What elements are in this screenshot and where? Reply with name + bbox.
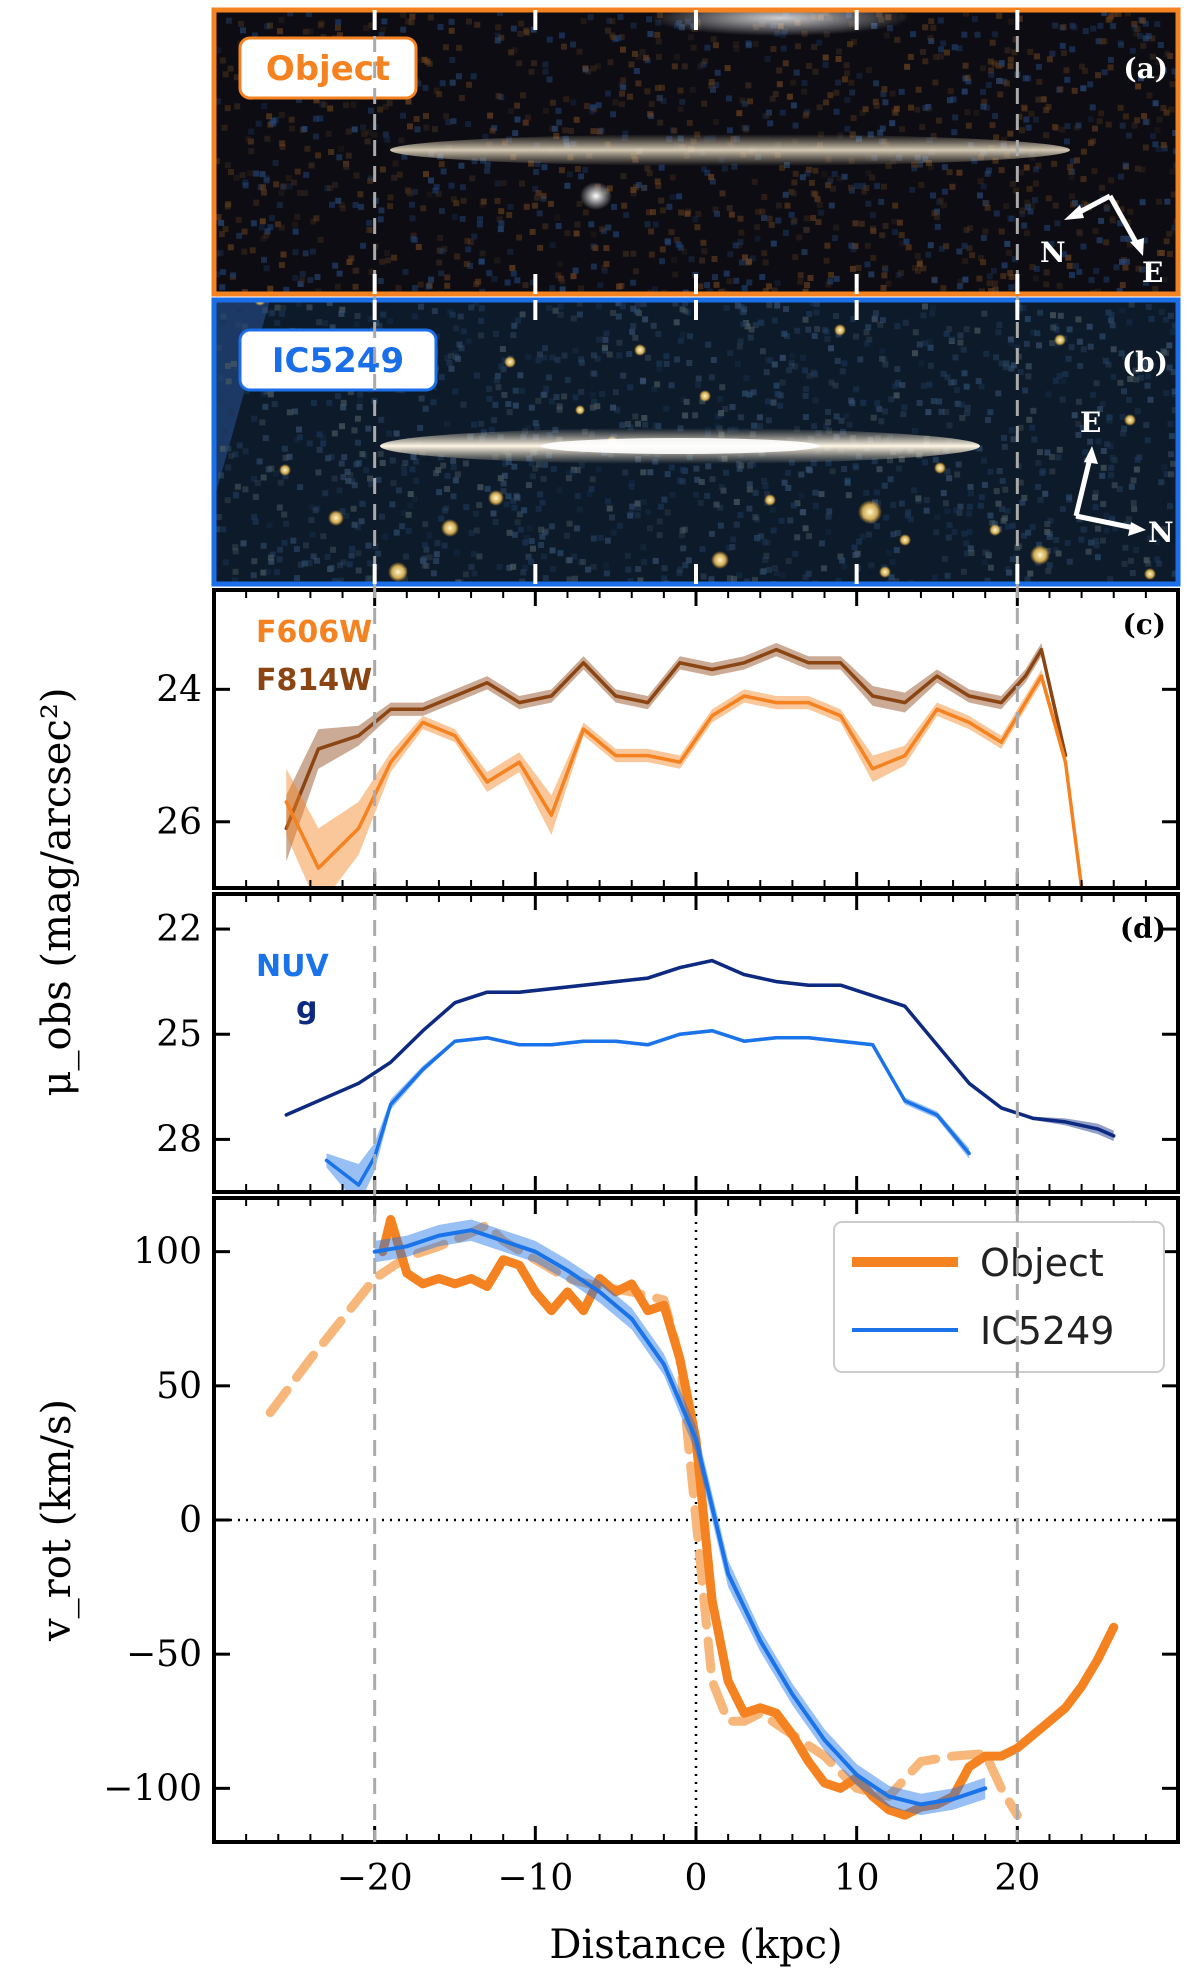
f814w-error-band bbox=[286, 642, 1066, 862]
f814w-line bbox=[284, 647, 1068, 831]
panel-b-star bbox=[1030, 545, 1050, 565]
y-tick-label: 100 bbox=[133, 1232, 202, 1273]
panel-a-star bbox=[580, 182, 612, 210]
y-tick-label: 22 bbox=[156, 909, 202, 950]
panel-b-star bbox=[711, 551, 729, 569]
nuv-line bbox=[324, 1028, 971, 1187]
panel-b-star bbox=[488, 490, 504, 506]
panel-b-star bbox=[279, 464, 291, 476]
y-tick-label: 24 bbox=[156, 669, 202, 710]
y-tick-label: 25 bbox=[156, 1014, 202, 1055]
guide-lines bbox=[372, 10, 1020, 1842]
panel-b-star bbox=[764, 494, 776, 506]
x-axis-title: Distance (kpc) bbox=[549, 1922, 842, 1968]
panel-d-frame bbox=[212, 892, 1180, 1194]
panel-a-bright-source bbox=[650, 10, 910, 36]
panel-b-label: IC5249 bbox=[272, 341, 404, 381]
panel-a-compass-n: N bbox=[1040, 236, 1066, 269]
panel-a-label: Object bbox=[266, 49, 390, 89]
panel-b-star bbox=[634, 344, 646, 356]
panel-d-uv-optical-profile: 22 25 28 (d) NUV g bbox=[156, 892, 1180, 1194]
legend-f814w: F814W bbox=[256, 663, 372, 698]
y-tick-label: 28 bbox=[156, 1119, 202, 1160]
object-dashed-line bbox=[265, 1220, 1022, 1820]
x-tick-label: 10 bbox=[834, 1858, 880, 1899]
legend-g: g bbox=[296, 991, 317, 1026]
panel-b-star bbox=[504, 356, 516, 368]
panel-b-star bbox=[1054, 334, 1066, 346]
panel-b-star bbox=[1124, 414, 1136, 426]
panel-c-letter: (c) bbox=[1122, 608, 1166, 641]
panel-b-star bbox=[1144, 568, 1156, 580]
legend-ic5249: IC5249 bbox=[980, 1309, 1114, 1353]
x-tick-label: 20 bbox=[994, 1858, 1040, 1899]
y-tick-label: 50 bbox=[156, 1366, 202, 1407]
y-tick-label: −100 bbox=[103, 1768, 202, 1809]
panel-b-star bbox=[699, 390, 711, 402]
panel-b-star bbox=[989, 524, 1001, 536]
panel-b-stars bbox=[254, 300, 1156, 582]
panel-e-y-axis-title: v_rot (km/s) bbox=[34, 1399, 80, 1642]
panel-e-legend: Object IC5249 bbox=[833, 1221, 1165, 1373]
panel-a-compass bbox=[1064, 193, 1144, 256]
panel-a-object-disk bbox=[390, 134, 1070, 166]
panel-a-compass-e: E bbox=[1142, 256, 1163, 289]
panel-b-star bbox=[388, 562, 408, 582]
panel-c-hst-profile: 24 26 (c) F606W F814W bbox=[156, 588, 1180, 890]
y-tick-label: −50 bbox=[126, 1634, 202, 1675]
x-tick-label: 0 bbox=[685, 1858, 708, 1899]
legend-object: Object bbox=[980, 1241, 1104, 1285]
panel-b-compass bbox=[1073, 446, 1146, 536]
shared-y-axis-title: μ_obs (mag/arcsec²) bbox=[34, 687, 80, 1096]
panel-b-letter: (b) bbox=[1122, 346, 1168, 379]
legend-f606w: F606W bbox=[256, 615, 372, 650]
x-tick-label: −10 bbox=[497, 1858, 573, 1899]
panel-b-star bbox=[834, 324, 846, 336]
panel-b-ic5249-core bbox=[540, 438, 820, 454]
y-tick-label: 0 bbox=[179, 1500, 202, 1541]
panel-b-compass-e: E bbox=[1080, 406, 1101, 439]
panel-b-star bbox=[934, 462, 946, 474]
panel-b-compass-n: N bbox=[1148, 516, 1174, 549]
panel-b-star bbox=[328, 510, 344, 526]
panel-b-star bbox=[858, 500, 882, 524]
nuv-error-band bbox=[326, 1028, 970, 1192]
g-line bbox=[284, 958, 1116, 1138]
panel-b-star bbox=[575, 405, 585, 415]
x-tick-label: −20 bbox=[337, 1858, 413, 1899]
panel-b-ic5249-image: IC5249 (b) E N bbox=[211, 297, 1181, 587]
panel-b-star bbox=[899, 534, 911, 546]
panel-a-letter: (a) bbox=[1123, 52, 1168, 85]
panel-a-object-image: Object (a) N E bbox=[211, 7, 1181, 297]
panel-d-letter: (d) bbox=[1120, 912, 1166, 945]
panel-b-star bbox=[441, 519, 459, 537]
panel-b-star bbox=[879, 566, 891, 578]
legend-nuv: NUV bbox=[256, 949, 329, 984]
panel-a-label-box: Object bbox=[238, 36, 418, 100]
y-tick-label: 26 bbox=[156, 802, 202, 843]
g-error-band bbox=[286, 958, 1114, 1142]
panel-b-label-box: IC5249 bbox=[238, 328, 438, 392]
ic5249-line bbox=[372, 1228, 988, 1807]
